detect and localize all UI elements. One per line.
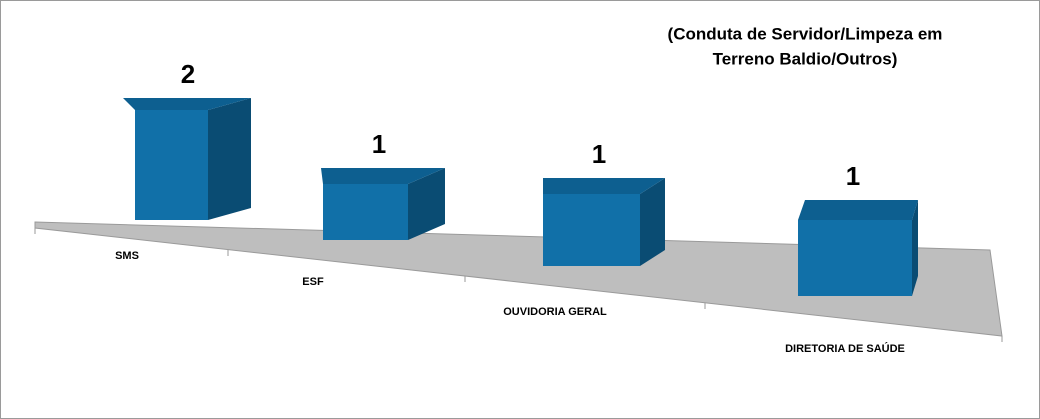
value-label: 1: [592, 139, 606, 169]
x-tick-label: DIRETORIA DE SAÚDE: [785, 342, 905, 355]
chart-title: (Conduta de Servidor/Limpeza em: [668, 24, 943, 43]
bar-top: [543, 178, 665, 194]
bar-top: [798, 200, 918, 220]
bar-side: [912, 200, 918, 296]
bar-top: [123, 98, 251, 110]
bar: [135, 110, 208, 220]
bar-side: [640, 178, 665, 266]
bar-top: [321, 168, 445, 184]
bar: [798, 220, 912, 296]
bar-side: [208, 98, 251, 220]
value-label: 2: [181, 59, 195, 89]
value-label: 1: [372, 129, 386, 159]
bar: [543, 194, 640, 266]
bar-side: [408, 168, 445, 240]
value-label: 1: [846, 161, 860, 191]
x-tick-label: OUVIDORIA GERAL: [503, 306, 607, 318]
bar: [323, 184, 408, 240]
x-tick-label: ESF: [302, 276, 324, 288]
x-tick-label: SMS: [115, 250, 139, 262]
chart-title: Terreno Baldio/Outros): [713, 49, 898, 68]
floor-ticks: [34, 228, 1003, 342]
